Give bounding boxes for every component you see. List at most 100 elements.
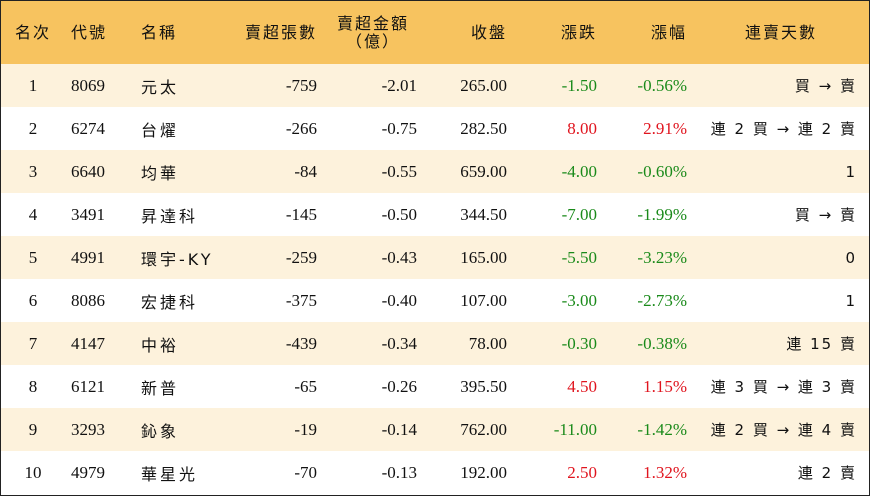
header-rank: 名次 bbox=[14, 22, 51, 42]
cell-name: 均華 bbox=[141, 163, 180, 183]
cell-change: -4.00 bbox=[561, 161, 597, 181]
cell-close: 282.50 bbox=[460, 118, 507, 138]
cell-close: 395.50 bbox=[460, 376, 507, 396]
cell-change-pct: -1.42% bbox=[637, 419, 687, 439]
cell-net-sell-lots: -375 bbox=[285, 290, 317, 310]
cell-rank: 4 bbox=[28, 204, 38, 224]
cell-change-pct: -0.60% bbox=[637, 161, 687, 181]
cell-rank: 6 bbox=[28, 290, 38, 310]
cell-rank: 7 bbox=[28, 333, 38, 353]
header-net-sell-amount: 賣超金額 （億） bbox=[323, 1, 423, 64]
cell-streak: 買 → 賣 bbox=[794, 77, 857, 95]
cell-streak: 連 15 賣 bbox=[786, 335, 857, 353]
cell-rank: 2 bbox=[28, 118, 38, 138]
cell-change: 2.50 bbox=[567, 462, 597, 482]
header-net-sell-lots: 賣超張數 bbox=[244, 22, 317, 42]
cell-code: 4991 bbox=[71, 247, 105, 267]
cell-close: 265.00 bbox=[460, 75, 507, 95]
cell-name: 台燿 bbox=[141, 120, 180, 140]
cell-rank: 3 bbox=[28, 161, 38, 181]
header-row: 名次 代號 名稱 賣超張數 賣超金額 （億） 收盤 漲跌 漲幅 連賣天數 bbox=[1, 1, 869, 64]
cell-change: -7.00 bbox=[561, 204, 597, 224]
cell-name: 宏捷科 bbox=[141, 292, 199, 312]
header-code: 代號 bbox=[71, 22, 108, 42]
cell-streak: 連 3 買 → 連 3 賣 bbox=[710, 378, 857, 396]
cell-close: 762.00 bbox=[460, 419, 507, 439]
cell-change: -3.00 bbox=[561, 290, 597, 310]
cell-close: 78.00 bbox=[468, 333, 507, 353]
cell-name: 昇達科 bbox=[141, 206, 199, 226]
cell-close: 344.50 bbox=[460, 204, 507, 224]
table-row: 7 4147 中裕 -439 -0.34 78.00 -0.30 -0.38% 連 15 賣 bbox=[1, 322, 869, 365]
table-row: 5 4991 環宇-KY -259 -0.43 165.00 -5.50 -3.23% 0 bbox=[1, 236, 869, 279]
cell-change: -11.00 bbox=[553, 419, 597, 439]
cell-net-sell-amount: -0.50 bbox=[381, 204, 417, 224]
header-change: 漲跌 bbox=[560, 22, 597, 42]
cell-streak: 1 bbox=[845, 162, 857, 181]
cell-streak: 連 2 買 → 連 2 賣 bbox=[710, 120, 857, 138]
cell-net-sell-amount: -0.34 bbox=[381, 333, 417, 353]
table-row: 8 6121 新普 -65 -0.26 395.50 4.50 1.15% 連 3 買 → 連 … bbox=[1, 365, 869, 408]
cell-net-sell-amount: -0.55 bbox=[381, 161, 417, 181]
table-row: 4 3491 昇達科 -145 -0.50 344.50 -7.00 -1.99% 買 → 賣 bbox=[1, 193, 869, 236]
header-change-pct: 漲幅 bbox=[650, 22, 687, 42]
cell-rank: 8 bbox=[28, 376, 38, 396]
cell-code: 6640 bbox=[71, 161, 105, 181]
cell-net-sell-amount: -0.26 bbox=[381, 376, 417, 396]
cell-streak: 1 bbox=[845, 291, 857, 310]
cell-net-sell-lots: -759 bbox=[285, 75, 317, 95]
cell-change-pct: -1.99% bbox=[637, 204, 687, 224]
table-row: 2 6274 台燿 -266 -0.75 282.50 8.00 2.91% 連 2 買 → 連… bbox=[1, 107, 869, 150]
cell-streak: 買 → 賣 bbox=[794, 206, 857, 224]
cell-change-pct: -2.73% bbox=[637, 290, 687, 310]
cell-net-sell-amount: -0.43 bbox=[381, 247, 417, 267]
cell-net-sell-lots: -439 bbox=[285, 333, 317, 353]
cell-rank: 10 bbox=[24, 462, 42, 482]
cell-change: 8.00 bbox=[567, 118, 597, 138]
cell-code: 3491 bbox=[71, 204, 105, 224]
cell-name: 環宇-KY bbox=[141, 249, 214, 269]
header-close: 收盤 bbox=[470, 22, 507, 42]
cell-net-sell-lots: -84 bbox=[294, 161, 317, 181]
cell-change-pct: -0.38% bbox=[637, 333, 687, 353]
header-streak: 連賣天數 bbox=[744, 22, 817, 42]
cell-name: 中裕 bbox=[141, 335, 180, 355]
cell-net-sell-lots: -145 bbox=[285, 204, 317, 224]
cell-rank: 5 bbox=[28, 247, 38, 267]
cell-net-sell-amount: -0.13 bbox=[381, 462, 417, 482]
cell-net-sell-lots: -266 bbox=[285, 118, 317, 138]
table-row: 1 8069 元太 -759 -2.01 265.00 -1.50 -0.56% 買 → 賣 bbox=[1, 64, 869, 107]
cell-change-pct: 1.15% bbox=[643, 376, 687, 396]
cell-net-sell-amount: -0.40 bbox=[381, 290, 417, 310]
cell-close: 192.00 bbox=[460, 462, 507, 482]
cell-change-pct: 1.32% bbox=[643, 462, 687, 482]
cell-code: 4979 bbox=[71, 462, 105, 482]
table-row: 3 6640 均華 -84 -0.55 659.00 -4.00 -0.60% 1 bbox=[1, 150, 869, 193]
cell-close: 165.00 bbox=[460, 247, 507, 267]
cell-net-sell-amount: -0.75 bbox=[381, 118, 417, 138]
header-name: 名稱 bbox=[141, 22, 178, 42]
cell-net-sell-lots: -65 bbox=[294, 376, 317, 396]
table-row: 6 8086 宏捷科 -375 -0.40 107.00 -3.00 -2.73% 1 bbox=[1, 279, 869, 322]
cell-change-pct: -3.23% bbox=[637, 247, 687, 267]
cell-change-pct: -0.56% bbox=[637, 75, 687, 95]
cell-change: -5.50 bbox=[561, 247, 597, 267]
cell-code: 4147 bbox=[71, 333, 105, 353]
cell-rank: 1 bbox=[28, 75, 38, 95]
cell-name: 華星光 bbox=[141, 464, 199, 484]
cell-code: 8086 bbox=[71, 290, 105, 310]
header-net-sell-amount-unit: （億） bbox=[345, 31, 400, 51]
cell-streak: 連 2 買 → 連 4 賣 bbox=[710, 421, 857, 439]
cell-net-sell-amount: -2.01 bbox=[381, 75, 417, 95]
cell-net-sell-lots: -19 bbox=[294, 419, 317, 439]
cell-rank: 9 bbox=[28, 419, 38, 439]
cell-name: 新普 bbox=[141, 378, 180, 398]
cell-streak: 連 2 賣 bbox=[797, 464, 857, 482]
cell-streak: 0 bbox=[845, 248, 857, 267]
cell-name: 鈊象 bbox=[141, 421, 180, 441]
header-net-sell-amount-line1: 賣超金額 bbox=[336, 13, 409, 33]
table-row: 10 4979 華星光 -70 -0.13 192.00 2.50 1.32% 連 2 賣 bbox=[1, 451, 869, 494]
cell-close: 107.00 bbox=[460, 290, 507, 310]
